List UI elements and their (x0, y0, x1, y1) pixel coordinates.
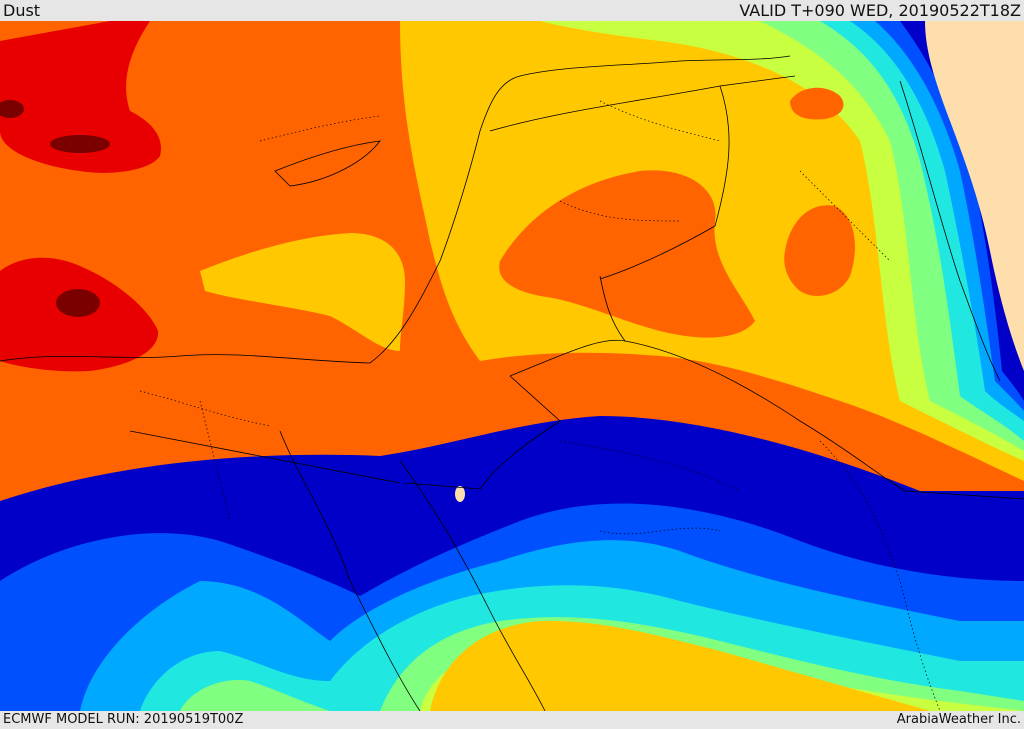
coastline-red-sea-east (399, 460, 546, 711)
model-run-label: ECMWF MODEL RUN: 20190519T00Z (3, 712, 244, 727)
coastlines (0, 55, 1024, 711)
coastline-red-sea-west (279, 430, 421, 711)
dust-core-white-spot (455, 486, 465, 502)
coastline-gulf (899, 80, 1001, 382)
dust-core-darkred-2 (56, 289, 100, 317)
dust-field-svg (0, 21, 1024, 711)
dust-level-gold-tongue (200, 233, 405, 351)
credit-label: ArabiaWeather Inc. (896, 712, 1021, 727)
border-syria-turkey (489, 75, 796, 132)
dotted-border-9 (799, 170, 891, 262)
dust-level-gold (430, 620, 930, 711)
dust-core-darkred-3 (0, 100, 24, 118)
land-beige-region (925, 21, 1024, 371)
border-egypt-sudan (129, 430, 401, 484)
dust-core-darkred-1 (50, 135, 110, 153)
dust-level-orange-east (784, 205, 855, 296)
dust-level-red-nw (0, 21, 161, 173)
coastline-turkey (519, 55, 791, 77)
header-bar: Dust VALID T+090 WED, 20190522T18Z (0, 0, 1024, 21)
coastline-levant (369, 75, 521, 364)
dust-level-orange-ne (790, 87, 844, 120)
border-iraq-syria-east (599, 85, 730, 280)
dotted-border-5 (599, 527, 721, 535)
border-syria-iraq (599, 275, 626, 342)
map-title: Dust (3, 1, 41, 20)
dust-level-orange-mid (499, 170, 755, 338)
internal-borders (139, 100, 941, 711)
dust-map (0, 21, 1024, 711)
valid-time-label: VALID T+090 WED, 20190522T18Z (739, 1, 1021, 20)
border-saudi-iraq (509, 339, 1024, 500)
footer-bar: ECMWF MODEL RUN: 20190519T00Z ArabiaWeat… (0, 711, 1024, 729)
dotted-border-4 (559, 440, 741, 492)
coastline-cyprus (274, 140, 381, 187)
coastline-north-africa (0, 354, 371, 364)
border-jordan-saudi (404, 375, 561, 490)
dotted-border-7 (259, 115, 381, 142)
dotted-border-8 (599, 100, 721, 142)
